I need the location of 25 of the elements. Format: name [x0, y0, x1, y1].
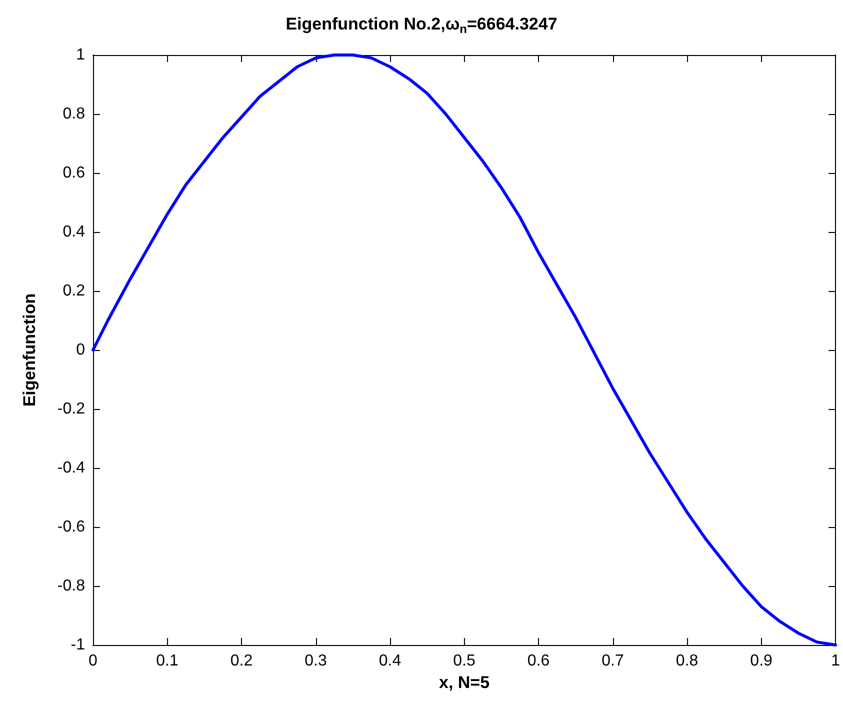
x-tick-label: 1	[831, 652, 840, 670]
x-tick-label: 0.9	[750, 652, 773, 670]
y-tick-label: 0.6	[62, 164, 86, 182]
y-tick-label: -0.8	[57, 578, 86, 594]
x-tick-label: 0	[88, 652, 98, 670]
x-axis-title: x, N=5	[438, 672, 490, 692]
y-tick-label: -0.6	[57, 518, 86, 536]
line-series	[92, 54, 838, 646]
x-tick-label: 0.2	[230, 652, 253, 670]
x-tick-label: 0.6	[527, 652, 550, 670]
y-tick-label: -0.2	[57, 400, 86, 418]
y-tick-label: -0.4	[57, 460, 86, 476]
y-tick-label: 0	[76, 342, 86, 358]
x-tick-label: 0.1	[156, 652, 178, 670]
x-tick-label: 0.4	[378, 652, 402, 670]
x-tick-label: 0.3	[304, 652, 327, 670]
y-tick-label: 0.2	[62, 282, 86, 300]
y-tick-label: 0.4	[62, 224, 86, 240]
x-tick-label: 0.7	[602, 652, 624, 670]
x-tick-label: 0.8	[676, 652, 698, 670]
y-tick-label: 1	[76, 46, 86, 64]
y-axis-title: Eigenfunction	[20, 293, 39, 407]
y-tick-label: -1	[70, 636, 86, 654]
y-tick-label: 0.8	[62, 106, 86, 122]
x-tick-label: 0.5	[453, 652, 476, 670]
